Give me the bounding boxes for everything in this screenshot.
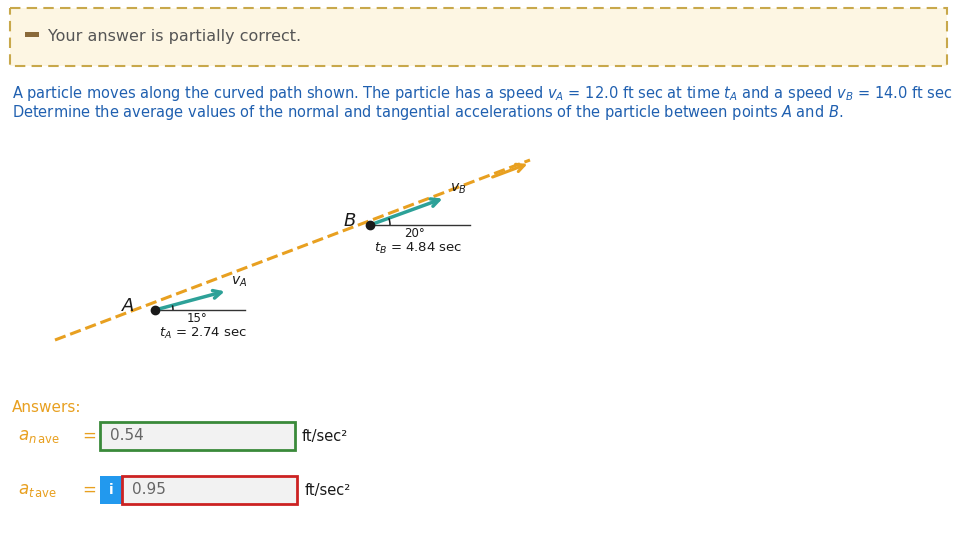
- Text: A particle moves along the curved path shown. The particle has a speed $v_A$ = 1: A particle moves along the curved path s…: [12, 84, 957, 103]
- Text: 0.54: 0.54: [110, 428, 144, 444]
- Text: 0.95: 0.95: [132, 483, 166, 498]
- Text: ft/sec²: ft/sec²: [302, 428, 348, 444]
- Text: Answers:: Answers:: [12, 400, 81, 415]
- Text: ft/sec²: ft/sec²: [305, 483, 351, 498]
- Text: 20°: 20°: [404, 227, 425, 240]
- Text: i: i: [109, 483, 113, 497]
- Text: Determine the average values of the normal and tangential accelerations of the p: Determine the average values of the norm…: [12, 103, 843, 122]
- Text: =: =: [82, 481, 96, 499]
- Text: $v_A$: $v_A$: [232, 274, 248, 288]
- Text: $A$: $A$: [121, 297, 135, 315]
- FancyBboxPatch shape: [122, 476, 297, 504]
- Text: $v_B$: $v_B$: [450, 181, 466, 195]
- Text: $a_{t\,\mathrm{ave}}$: $a_{t\,\mathrm{ave}}$: [18, 481, 57, 499]
- Text: $B$: $B$: [343, 212, 356, 230]
- Text: Your answer is partially correct.: Your answer is partially correct.: [48, 29, 301, 44]
- Bar: [25, 32, 39, 37]
- Text: =: =: [82, 427, 96, 445]
- FancyBboxPatch shape: [10, 8, 947, 66]
- Text: $a_{n\,\mathrm{ave}}$: $a_{n\,\mathrm{ave}}$: [18, 427, 60, 445]
- Text: 15°: 15°: [187, 312, 208, 325]
- FancyBboxPatch shape: [100, 422, 295, 450]
- Text: $t_A$ = 2.74 sec: $t_A$ = 2.74 sec: [159, 326, 247, 341]
- Text: $t_B$ = 4.84 sec: $t_B$ = 4.84 sec: [374, 241, 462, 256]
- FancyBboxPatch shape: [100, 476, 122, 504]
